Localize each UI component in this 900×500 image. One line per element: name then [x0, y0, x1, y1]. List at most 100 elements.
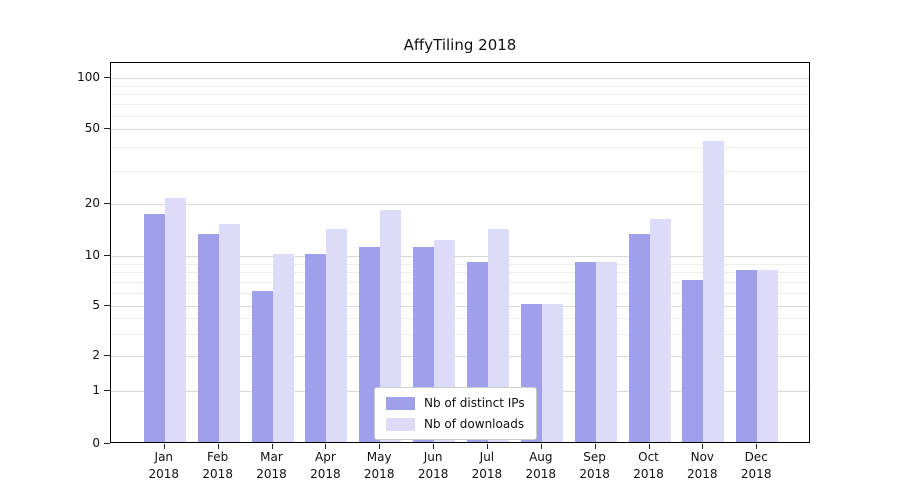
x-tick-label-may: May 2018 [364, 449, 395, 483]
x-tick-label-aug: Aug 2018 [526, 449, 557, 483]
bar-nb-of-downloads-apr [326, 228, 348, 442]
x-tick-mark-mar [271, 444, 273, 449]
legend-swatch-distinct-ips [386, 396, 415, 410]
bar-nb-of-distinct-ips-feb [197, 234, 219, 442]
gridline-50 [111, 128, 809, 130]
gridline-minor-9 [111, 263, 809, 265]
gridline-minor-3 [111, 333, 809, 335]
x-tick-label-oct: Oct 2018 [633, 449, 664, 483]
bar-nb-of-downloads-aug [541, 304, 563, 442]
chart-title: AffyTiling 2018 [403, 36, 517, 54]
legend-item-downloads: Nb of downloads [386, 417, 525, 431]
y-tick-mark-50 [104, 127, 110, 129]
gridline-5 [111, 306, 809, 308]
x-tick-mark-feb [217, 444, 219, 449]
x-tick-year: 2018 [417, 467, 449, 481]
legend-item-distinct-ips: Nb of distinct IPs [386, 396, 525, 410]
bar-nb-of-downloads-mar [272, 254, 294, 442]
x-tick-mark-jun [433, 444, 435, 449]
gridline-minor-8 [111, 272, 809, 274]
y-tick-mark-20 [104, 203, 110, 204]
x-tick-month: Mar [260, 450, 283, 464]
legend-label-downloads: Nb of downloads [424, 417, 525, 431]
x-tick-mark-aug [540, 444, 542, 449]
x-tick-year: 2018 [740, 467, 772, 481]
x-tick-label-apr: Apr 2018 [310, 449, 341, 483]
bar-nb-of-distinct-ips-nov [682, 279, 704, 442]
y-tick-label-2: 2 [92, 348, 100, 362]
x-tick-month: Dec [744, 450, 768, 464]
gridline-minor-90 [111, 85, 809, 87]
y-tick-mark-2 [104, 355, 110, 356]
bar-nb-of-downloads-feb [218, 223, 240, 442]
x-tick-label-mar: Mar 2018 [256, 449, 287, 483]
y-tick-label-20: 20 [84, 196, 100, 210]
x-tick-year: 2018 [687, 467, 718, 481]
gridline-minor-30 [111, 170, 809, 172]
y-tick-label-0: 0 [92, 436, 100, 450]
x-tick-month: Aug [529, 450, 553, 464]
gridline-minor-70 [111, 104, 809, 106]
bar-nb-of-downloads-oct [649, 218, 671, 442]
y-tick-mark-5 [104, 305, 110, 307]
bar-nb-of-downloads-dec [757, 270, 779, 442]
legend: Nb of distinct IPs Nb of downloads [374, 387, 537, 440]
bar-nb-of-downloads-sep [595, 261, 617, 442]
gridline-minor-40 [111, 147, 809, 149]
x-tick-mark-jan [163, 444, 165, 449]
y-tick-label-10: 10 [84, 248, 100, 263]
x-tick-label-feb: Feb 2018 [202, 449, 233, 483]
bar-nb-of-distinct-ips-oct [628, 234, 650, 442]
plot-area: Nb of distinct IPs Nb of downloads [110, 62, 810, 443]
gridline-minor-6 [111, 292, 809, 294]
x-tick-mark-jul [486, 444, 488, 449]
x-tick-label-jan: Jan 2018 [149, 449, 180, 483]
y-tick-label-5: 5 [92, 298, 100, 313]
x-tick-month: Sep [583, 450, 606, 464]
gridline-minor-7 [111, 281, 809, 283]
y-tick-mark-10 [104, 255, 110, 257]
x-tick-month: Jun [423, 450, 443, 464]
bar-nb-of-distinct-ips-mar [251, 290, 273, 442]
y-tick-mark-0 [104, 443, 110, 444]
x-tick-month: Jan [154, 450, 174, 464]
x-tick-year: 2018 [579, 467, 610, 481]
x-tick-month: Nov [690, 450, 715, 464]
x-tick-label-jun: Jun 2018 [418, 449, 449, 483]
x-tick-year: 2018 [310, 467, 341, 481]
x-tick-year: 2018 [363, 467, 395, 481]
legend-label-distinct-ips: Nb of distinct IPs [424, 396, 525, 410]
x-tick-mark-nov [702, 444, 704, 449]
legend-swatch-downloads [386, 417, 415, 431]
bar-nb-of-distinct-ips-sep [574, 261, 596, 442]
x-tick-year: 2018 [148, 467, 180, 481]
y-tick-label-1: 1 [92, 383, 100, 397]
x-tick-month: Jul [479, 450, 495, 464]
x-tick-label-jul: Jul 2018 [472, 449, 503, 483]
x-tick-mark-dec [756, 444, 758, 449]
x-tick-year: 2018 [633, 467, 664, 481]
gridline-10 [111, 256, 809, 258]
bar-nb-of-downloads-jan [164, 198, 186, 442]
y-tick-mark-1 [104, 390, 110, 391]
gridline-20 [111, 204, 809, 205]
x-tick-mark-apr [325, 444, 327, 449]
x-tick-label-nov: Nov 2018 [687, 449, 718, 483]
x-tick-month: Feb [207, 450, 229, 464]
y-tick-mark-100 [104, 76, 110, 78]
gridline-minor-80 [111, 94, 809, 96]
x-tick-year: 2018 [525, 467, 557, 481]
x-tick-year: 2018 [471, 467, 503, 481]
x-tick-label-sep: Sep 2018 [579, 449, 610, 483]
x-tick-label-dec: Dec 2018 [741, 449, 772, 483]
bar-nb-of-downloads-may [380, 209, 402, 442]
bar-nb-of-distinct-ips-apr [305, 254, 327, 442]
x-tick-month: Apr [315, 450, 336, 464]
bar-nb-of-downloads-nov [703, 141, 725, 442]
x-tick-mark-sep [594, 444, 596, 449]
y-tick-label-100: 100 [77, 69, 100, 84]
gridline-2 [111, 356, 809, 357]
x-tick-mark-oct [648, 444, 650, 449]
x-tick-year: 2018 [256, 467, 287, 481]
